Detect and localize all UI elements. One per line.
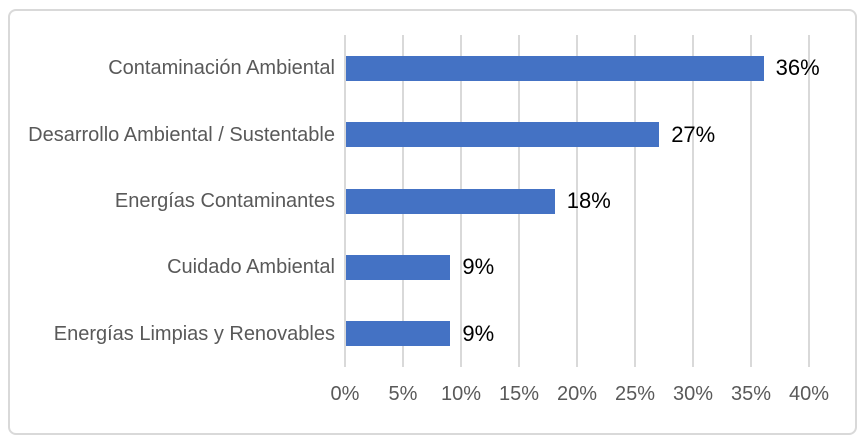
chart-frame bbox=[8, 9, 857, 435]
